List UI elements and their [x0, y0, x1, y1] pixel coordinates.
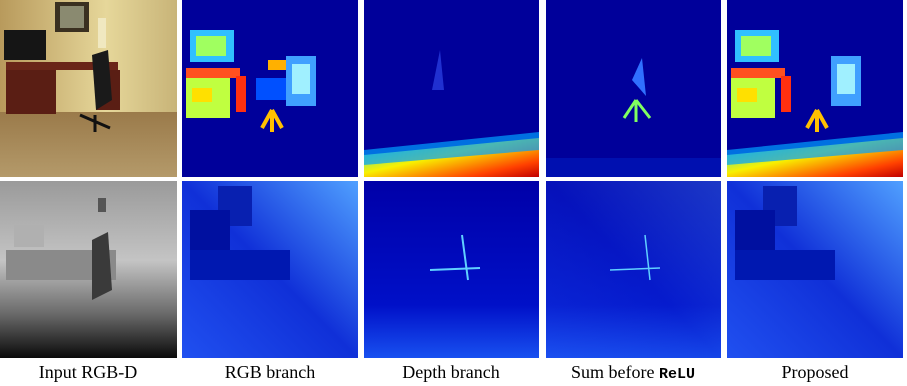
image-detail: [196, 36, 226, 56]
image-detail: [186, 68, 240, 78]
image-detail: [190, 210, 230, 250]
caption: Sum before ReLU: [571, 362, 695, 383]
image-detail: [735, 250, 835, 280]
image-detail: [14, 225, 44, 247]
proposed-heatmap: [727, 0, 903, 177]
image-detail: [292, 64, 310, 94]
image-detail: [190, 250, 290, 280]
image-detail: [837, 64, 855, 94]
depth-branch-heatmap: [364, 0, 539, 177]
figure: Input RGB-D RGB branch Depth branch Sum …: [0, 0, 907, 386]
image-detail: [60, 6, 84, 28]
image-detail: [731, 68, 785, 78]
image-detail: [98, 198, 106, 212]
image-detail: [268, 60, 286, 70]
depth-image: [0, 181, 177, 358]
image-detail: [6, 70, 56, 114]
image-detail: [98, 18, 106, 48]
image-detail: [546, 158, 721, 177]
image-detail: [741, 36, 771, 56]
caption: RGB branch: [225, 362, 315, 382]
image-detail: [192, 88, 212, 102]
image-detail: [781, 76, 791, 112]
rgb-photo: [0, 0, 177, 177]
sum-heatmap: [546, 0, 721, 177]
image-detail: [546, 0, 721, 177]
rgb-branch-heatmap: [182, 0, 358, 177]
rgb-branch-activation: [182, 181, 358, 358]
image-detail: [737, 88, 757, 102]
image-detail: [0, 112, 177, 177]
image-detail: [735, 210, 775, 250]
caption: Proposed: [782, 362, 849, 382]
image-detail: [4, 30, 46, 60]
caption: Input RGB-D: [39, 362, 138, 382]
caption-text: Sum before: [571, 362, 654, 382]
sum-activation: [546, 181, 721, 358]
image-detail: [256, 78, 286, 100]
caption: Depth branch: [402, 362, 499, 382]
caption-code: ReLU: [659, 366, 695, 383]
proposed-activation: [727, 181, 903, 358]
image-detail: [236, 76, 246, 112]
depth-branch-activation: [364, 181, 539, 358]
